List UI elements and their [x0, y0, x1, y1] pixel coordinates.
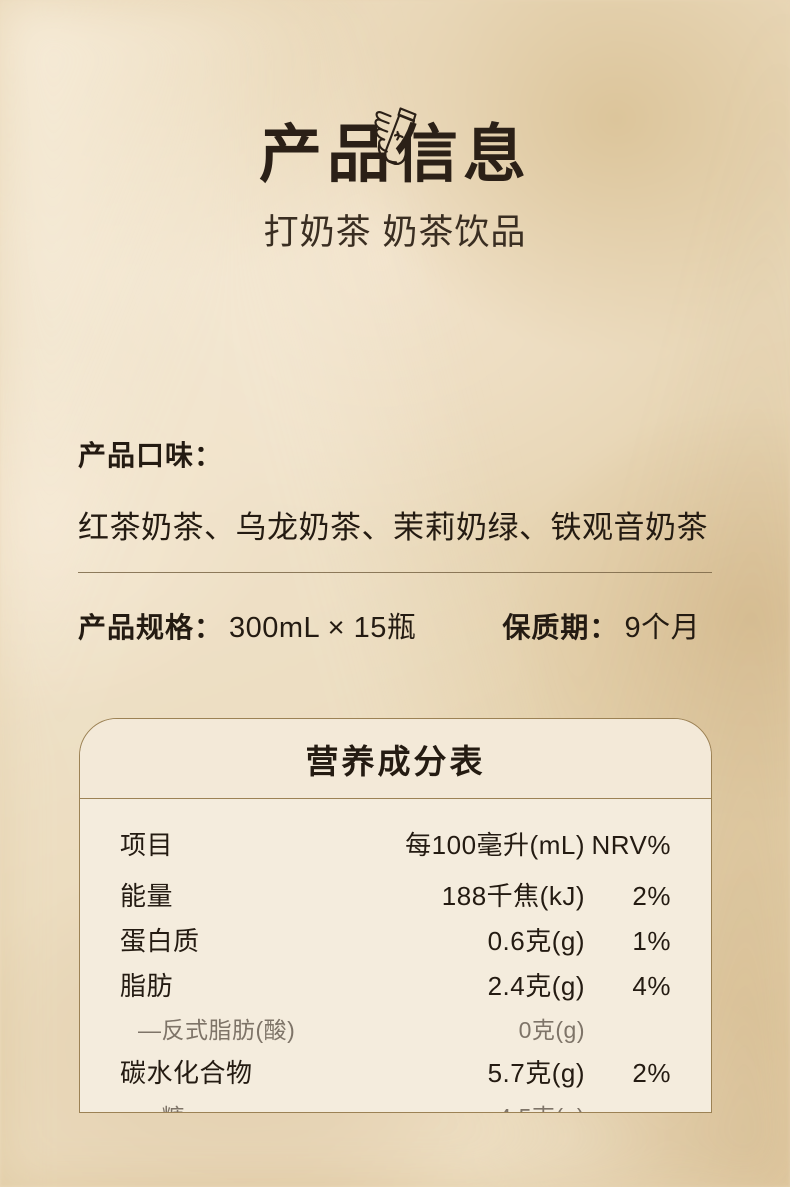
nutrition-row: 蛋白质 0.6克(g) 1% [120, 921, 671, 958]
page-subtitle: 打奶茶 奶茶饮品 [263, 213, 527, 253]
column-header-item: 项目 [120, 830, 174, 860]
nutrition-title-bar: 营养成分表 [80, 719, 711, 799]
column-header-per-100ml: 每100毫升(mL) [405, 830, 585, 860]
column-header-nrv: NRV% [591, 830, 671, 860]
nutrition-item-nrv: 4% [632, 971, 671, 1001]
nutrition-item-value: 2.4克(g) [487, 971, 585, 1001]
flavor-label: 产品口味： [78, 440, 224, 471]
nutrition-item-value: 5.7克(g) [487, 1058, 585, 1088]
nutrition-item-name: 蛋白质 [120, 926, 200, 956]
nutrition-item-value: 0克(g) [518, 1017, 585, 1043]
nutrition-item-value: 188千焦(kJ) [441, 881, 585, 911]
spec-size-group: 产品规格： 300mL × 15瓶 [78, 604, 416, 646]
spec-shelf-life-label: 保质期： [502, 612, 619, 643]
nutrition-item-name: 碳水化合物 [120, 1058, 253, 1088]
hand-holding-bottle-icon [353, 0, 437, 165]
nutrition-item-nrv: 2% [632, 1058, 671, 1088]
page-title: 产品信息 [259, 120, 531, 190]
nutrition-item-name: —反式脂肪(酸) [138, 1017, 296, 1043]
spec-shelf-life-group: 保质期： 9个月 [502, 604, 700, 646]
nutrition-rows: 能量 188千焦(kJ) 2% 蛋白质 0.6克(g) 1% 脂肪 2.4克(g) 4% —反式脂… [120, 876, 671, 1112]
nutrition-row: —反式脂肪(酸) 0克(g) [120, 1011, 671, 1045]
nutrition-facts-panel: 营养成分表 项目 每100毫升(mL) NRV% 能量 188千焦(kJ) 2% 蛋白… [79, 718, 712, 1113]
nutrition-row: 碳水化合物 5.7克(g) 2% [120, 1053, 671, 1090]
spec-size-label: 产品规格： [78, 612, 224, 643]
nutrition-item-nrv: 2% [632, 881, 671, 911]
nutrition-item-name: 脂肪 [120, 971, 174, 1001]
section-divider [78, 572, 712, 573]
product-flavor-section: 产品口味： 红茶奶茶、乌龙奶茶、茉莉奶绿、铁观音奶茶 [78, 434, 712, 547]
flavor-values: 红茶奶茶、乌龙奶茶、茉莉奶绿、铁观音奶茶 [78, 510, 708, 545]
nutrition-table-header-row: 项目 每100毫升(mL) NRV% [120, 825, 671, 862]
nutrition-title: 营养成分表 [305, 742, 486, 780]
nutrition-item-value: 0.6克(g) [487, 926, 585, 956]
page-header: 产品信息 打奶茶 奶茶饮品 [0, 0, 790, 255]
product-spec-row: 产品规格： 300mL × 15瓶 保质期： 9个月 [78, 604, 712, 646]
nutrition-item-nrv: 1% [632, 926, 671, 956]
nutrition-item-name: —糖 [120, 1098, 375, 1112]
nutrition-item-name: 能量 [120, 881, 174, 911]
nutrition-item-value: 4.5克(g) [375, 1098, 585, 1112]
nutrition-row: —糖4.5克(g) [120, 1098, 671, 1112]
spec-size-value: 300mL × 15瓶 [229, 612, 417, 644]
spec-shelf-life-value: 9个月 [624, 612, 701, 644]
nutrition-row: 能量 188千焦(kJ) 2% [120, 876, 671, 913]
nutrition-row: 脂肪 2.4克(g) 4% [120, 966, 671, 1003]
nutrition-table: 项目 每100毫升(mL) NRV% 能量 188千焦(kJ) 2% 蛋白质 0.6克(… [80, 799, 711, 1112]
